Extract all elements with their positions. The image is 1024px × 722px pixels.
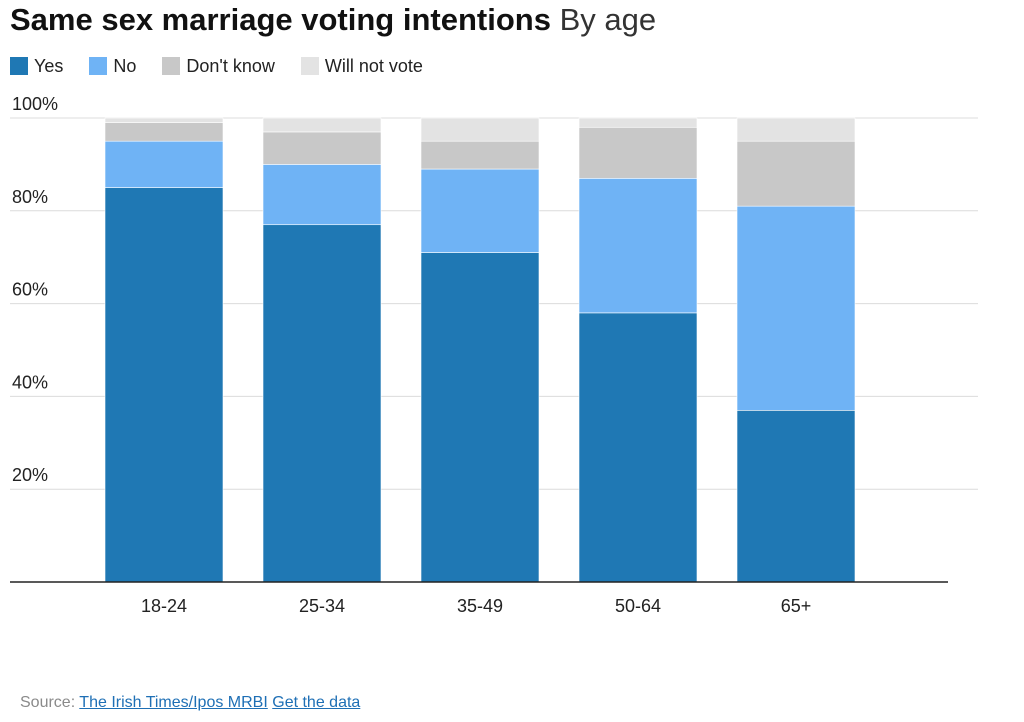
legend-swatch-dont-know [162, 57, 181, 75]
chart-title-sub: By age [559, 2, 657, 37]
bar-25-34-yes [262, 224, 382, 583]
x-tick-label: 18-24 [141, 596, 187, 616]
bar-65-no [736, 205, 856, 411]
bar-50-64-will-not-vote [578, 117, 698, 128]
legend-label-will-not-vote: Will not vote [324, 55, 423, 76]
legend-item-yes: Yes [10, 56, 63, 77]
legend-swatch-no [89, 57, 108, 75]
stacked-bar-chart: 20% 40% 60% 80% 100% 18-24 25-34 35-49 50-64 65+ [10, 94, 978, 616]
bar-25-34-no [262, 164, 382, 226]
bar-35-49-no [420, 168, 540, 253]
legend-swatch-yes [10, 57, 28, 75]
bar-50-64-don-t-know [578, 126, 698, 179]
legend-label-no: No [113, 55, 137, 76]
get-data-link[interactable]: Get the data [272, 694, 361, 711]
bar-18-24-yes [104, 187, 224, 583]
chart-title: Same sex marriage voting intentions By a… [10, 0, 656, 40]
legend-label-yes: Yes [34, 55, 64, 76]
source-prefix: Source: [20, 694, 76, 711]
legend-item-dont-know: Don't know [162, 55, 275, 77]
bar-50-64-no [578, 178, 698, 314]
x-tick-label: 65+ [781, 596, 812, 616]
bar-18-24-will-not-vote [104, 117, 224, 123]
chart-title-main: Same sex marriage voting intentions [10, 2, 551, 37]
legend-swatch-will-not-vote [300, 57, 319, 75]
y-tick-label: 100% [12, 94, 58, 114]
bar-25-34-don-t-know [262, 131, 382, 165]
bar-65-don-t-know [736, 140, 856, 207]
bar-18-24-no [104, 140, 224, 188]
bar-65-will-not-vote [736, 117, 856, 142]
x-tick-label: 35-49 [457, 596, 503, 616]
bar-18-24-don-t-know [104, 122, 224, 142]
legend-item-no: No [89, 56, 136, 77]
chart-legend: Yes No Don't know Will not vote [10, 54, 449, 78]
bar-65-yes [736, 410, 856, 583]
y-tick-label: 20% [12, 465, 48, 485]
source-note: Source: The Irish Times/Ipos MRBI Get th… [20, 694, 360, 712]
x-tick-label: 50-64 [615, 596, 661, 616]
bar-35-49-yes [420, 252, 540, 583]
legend-item-will-not-vote: Will not vote [300, 55, 423, 77]
bar-35-49-will-not-vote [420, 117, 540, 142]
y-tick-label: 60% [12, 280, 48, 300]
y-tick-label: 80% [12, 187, 48, 207]
y-tick-label: 40% [12, 372, 48, 392]
source-link[interactable]: The Irish Times/Ipos MRBI [79, 694, 268, 711]
bar-35-49-don-t-know [420, 140, 540, 170]
legend-label-dont-know: Don't know [186, 55, 275, 76]
x-tick-label: 25-34 [299, 596, 345, 616]
bar-25-34-will-not-vote [262, 117, 382, 133]
bar-50-64-yes [578, 312, 698, 583]
